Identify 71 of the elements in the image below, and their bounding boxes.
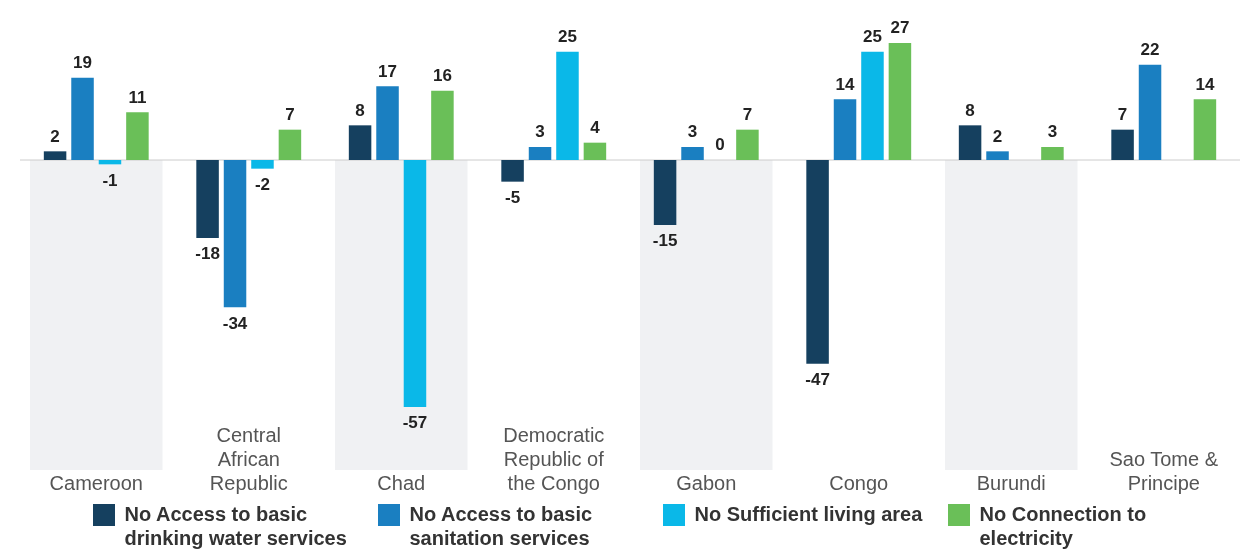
data-label: 25 (863, 26, 882, 46)
data-label: 7 (285, 104, 295, 124)
data-label: 7 (1117, 104, 1128, 124)
bar (861, 51, 884, 160)
bar (806, 160, 829, 364)
bar (986, 151, 1009, 160)
bar (653, 160, 677, 225)
data-label: -47 (805, 369, 830, 389)
x-tick-label: Sao Tome & Principe (1109, 447, 1219, 494)
data-label: 0 (715, 135, 725, 155)
x-tick-label: Chad (377, 471, 426, 494)
bar (1193, 99, 1217, 160)
data-label: 3 (1047, 122, 1058, 142)
data-label: 2 (992, 126, 1003, 146)
legend-label: No Sufficient living area (694, 502, 923, 526)
bar (681, 147, 704, 160)
x-tick-label: Burundi (976, 471, 1046, 494)
data-label: -57 (402, 413, 428, 433)
data-label: 3 (687, 122, 698, 142)
bar (431, 90, 454, 160)
data-label: 17 (378, 61, 397, 81)
bar (223, 160, 247, 308)
data-label: 25 (558, 26, 577, 46)
data-label: 14 (835, 74, 856, 94)
data-label: 22 (1140, 39, 1160, 59)
bar (736, 129, 759, 160)
bar (958, 125, 982, 160)
bar (251, 160, 274, 169)
bar (403, 160, 427, 407)
bar (43, 151, 67, 160)
data-label: -15 (652, 231, 678, 251)
data-label: 11 (128, 87, 147, 107)
bar (1041, 147, 1064, 160)
data-label: -34 (222, 313, 248, 333)
data-label: 27 (890, 18, 910, 38)
data-label: -5 (505, 187, 521, 207)
legend-label: No Access to basic sanitation services (409, 502, 594, 550)
data-label: 4 (590, 117, 601, 137)
bar (833, 99, 857, 160)
bar (196, 160, 219, 238)
data-label: 16 (432, 65, 452, 85)
bar (583, 142, 607, 160)
data-label: 8 (355, 100, 365, 120)
x-tick-label: Democratic Republic of the Congo (503, 423, 605, 494)
x-tick-label: Gabon (676, 471, 737, 494)
bar (98, 160, 122, 165)
x-tick-label: Cameroon (49, 471, 143, 494)
data-label: 2 (50, 126, 60, 146)
data-label: -1 (102, 170, 118, 190)
bar (528, 147, 552, 160)
data-label: 14 (1195, 74, 1215, 94)
x-tick-label: Central African Republic (209, 423, 288, 494)
legend-label: No Connection to electricity (979, 502, 1148, 550)
bar (376, 86, 399, 160)
data-label: -18 (195, 244, 220, 264)
data-label: 8 (965, 100, 975, 120)
bar (556, 51, 579, 160)
data-label: -2 (254, 174, 271, 194)
bar (1111, 129, 1134, 160)
legend-label: No Access to basic drinking water services (124, 502, 348, 550)
bar (126, 112, 149, 160)
data-label: 3 (535, 122, 545, 142)
data-label: 19 (73, 52, 92, 72)
bar (501, 160, 524, 182)
bar (888, 43, 912, 160)
data-label: 7 (742, 104, 753, 124)
bar (278, 129, 302, 160)
x-tick-label: Congo (829, 471, 889, 494)
bar (348, 125, 372, 160)
bar (71, 77, 94, 160)
bar (1138, 64, 1162, 160)
